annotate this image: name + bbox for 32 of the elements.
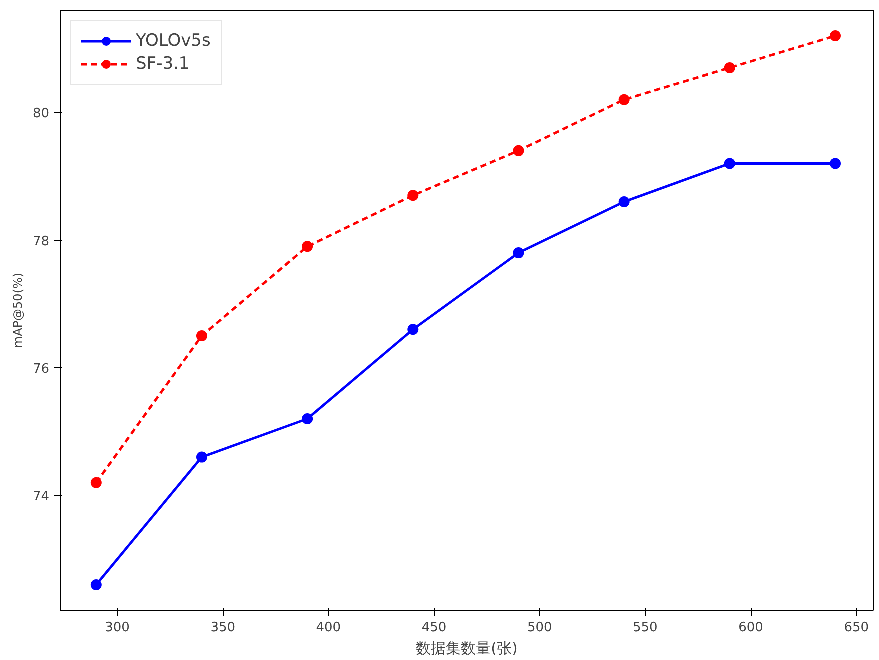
point xyxy=(830,158,841,170)
legend-label: SF-3.1 xyxy=(136,54,190,74)
x-tick-label: 500 xyxy=(527,620,552,636)
point xyxy=(90,477,102,488)
point xyxy=(408,190,419,202)
point xyxy=(724,158,736,170)
point xyxy=(196,330,208,342)
point xyxy=(513,145,524,156)
x-tick-label: 450 xyxy=(422,620,447,636)
y-tick-label: 76 xyxy=(32,362,50,377)
y-tick-label: 78 xyxy=(32,234,50,250)
point xyxy=(90,579,102,590)
point xyxy=(302,414,314,424)
y-tick-label: 80 xyxy=(32,106,50,122)
point xyxy=(724,62,736,74)
x-tick-label: 550 xyxy=(633,620,658,636)
x-tick-label: 650 xyxy=(844,620,870,636)
point xyxy=(196,452,208,463)
point xyxy=(408,324,419,336)
point xyxy=(302,241,314,252)
point xyxy=(618,196,630,208)
legend-label: YOLOv5s xyxy=(136,31,211,51)
point xyxy=(618,94,630,106)
x-tick-label: 350 xyxy=(210,620,236,636)
x-tick-label: 400 xyxy=(316,620,342,636)
y-tick-label: 74 xyxy=(32,490,50,505)
x-tick-label: 600 xyxy=(738,620,764,636)
x-tick-label: 300 xyxy=(105,620,130,636)
y-axis-title: mAP@50(%) xyxy=(10,272,25,348)
point xyxy=(513,248,524,259)
point xyxy=(830,30,841,42)
x-axis-title: 数据集数量(张) xyxy=(416,640,518,658)
